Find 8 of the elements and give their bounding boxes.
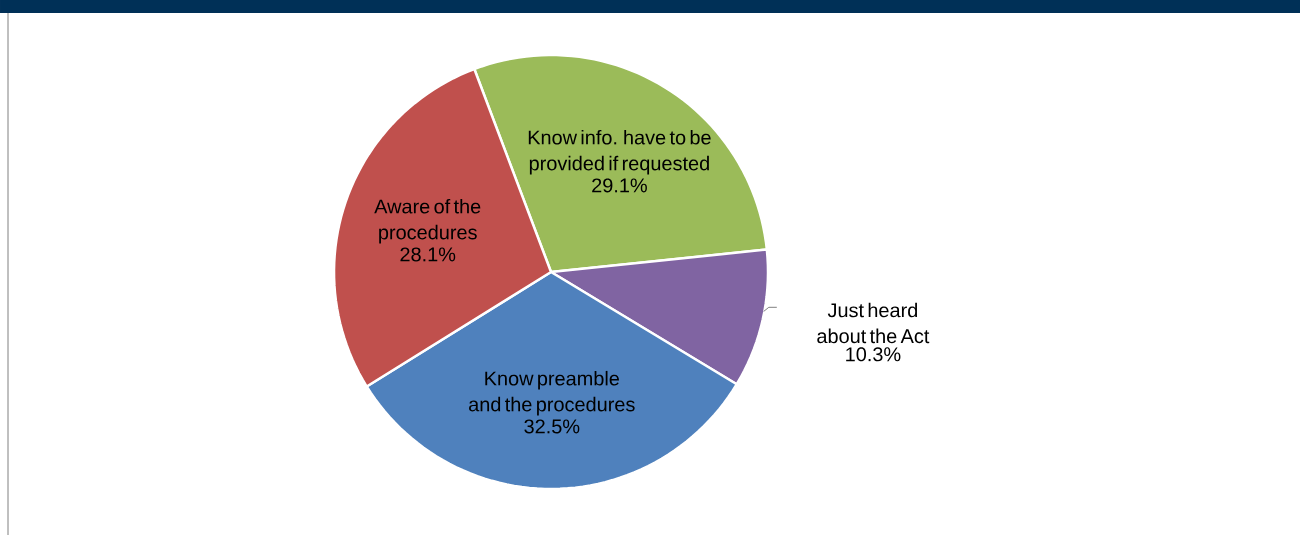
slice-label: Know preamble and the procedures — [469, 371, 635, 416]
data-label: 28.1% — [400, 247, 456, 262]
data-label: 29.1% — [592, 178, 647, 193]
slice-label: Just heard about the Act — [817, 302, 930, 344]
slice-label: Know info. have to be provided if requested — [528, 130, 711, 175]
data-label: 32.5% — [524, 419, 580, 434]
data-label: 10.3% — [846, 347, 901, 362]
slice-label: Aware of the procedures — [374, 199, 481, 244]
